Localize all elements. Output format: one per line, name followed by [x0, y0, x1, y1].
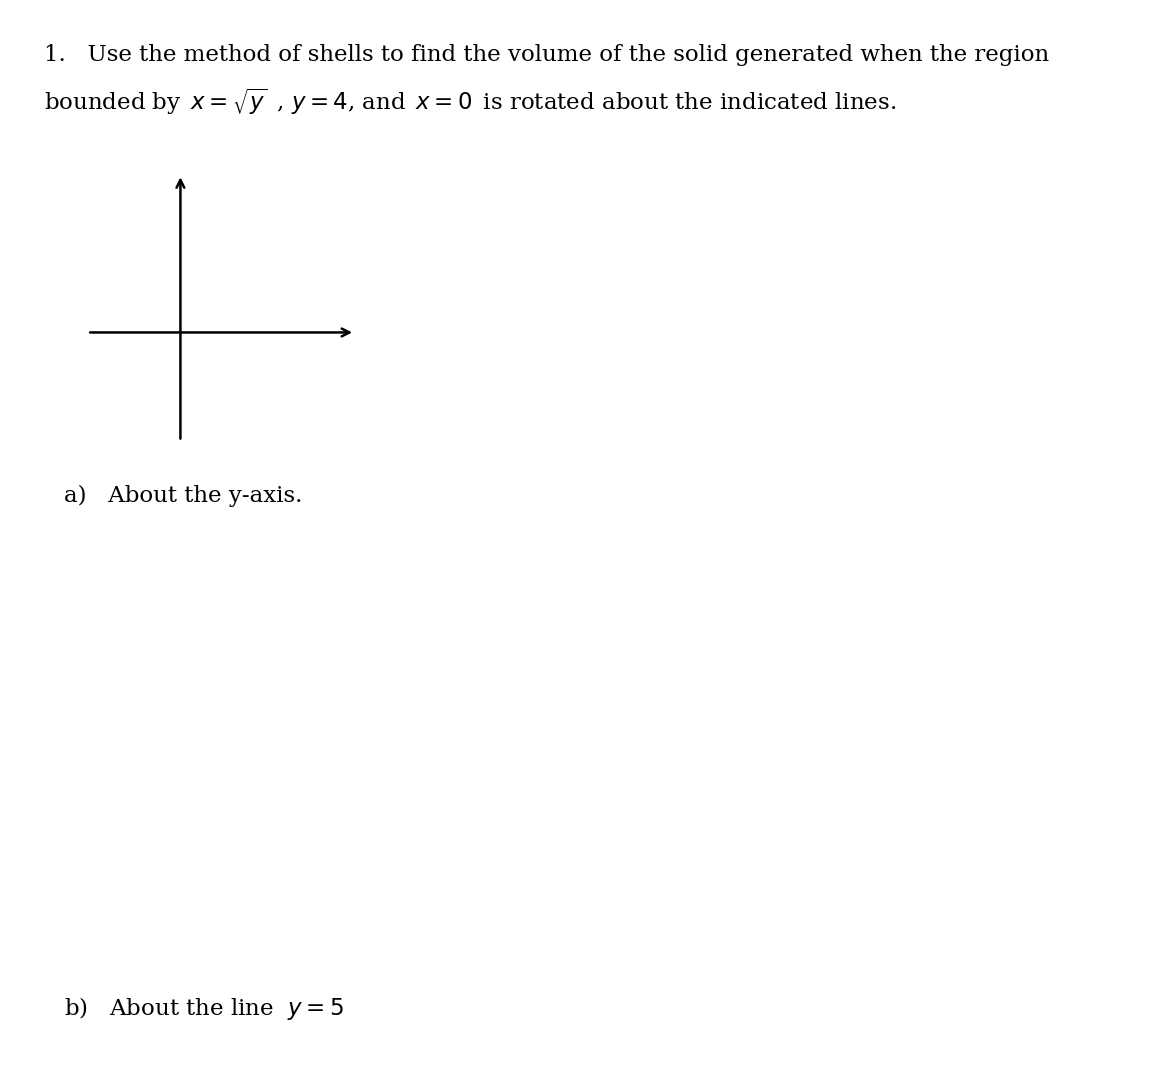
Text: bounded by $\,x = \sqrt{y}\,$ , $y = 4$, and $\,x = 0\,$ is rotated about the in: bounded by $\,x = \sqrt{y}\,$ , $y = 4$,…	[44, 86, 896, 117]
Text: b)   About the line  $y = 5$: b) About the line $y = 5$	[64, 995, 343, 1022]
Text: a)   About the y-axis.: a) About the y-axis.	[64, 485, 303, 507]
Text: 1.   Use the method of shells to find the volume of the solid generated when the: 1. Use the method of shells to find the …	[44, 44, 1050, 65]
